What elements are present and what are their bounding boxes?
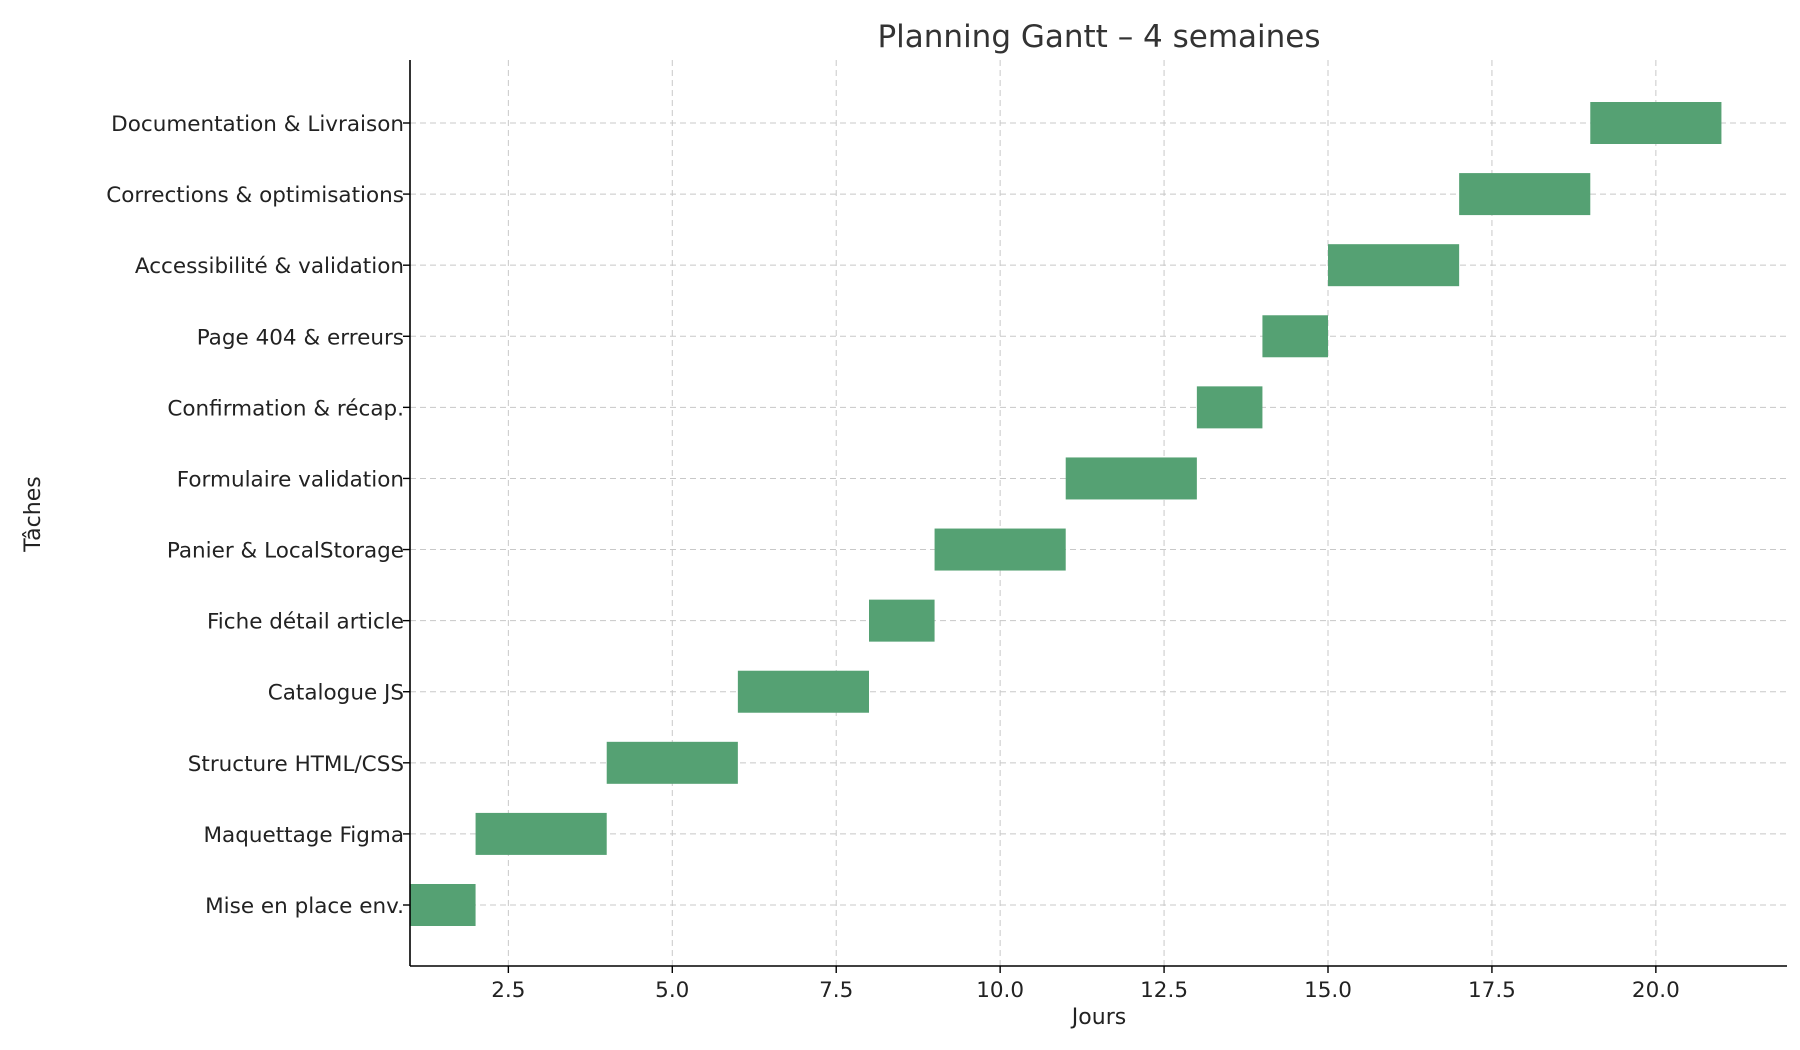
x-tick-label: 15.0 <box>1304 978 1352 1003</box>
task-label: Corrections & optimisations <box>106 183 404 208</box>
x-tick-label: 7.5 <box>819 978 853 1003</box>
axes-layer <box>409 60 1787 967</box>
gantt-bar <box>1328 244 1460 287</box>
chart-title: Planning Gantt – 4 semaines <box>877 19 1320 55</box>
bars-layer <box>410 102 1722 926</box>
gantt-bar <box>1459 173 1591 216</box>
x-tick-label: 20.0 <box>1632 978 1680 1003</box>
gantt-bar <box>934 528 1066 571</box>
x-tick-label: 5.0 <box>655 978 689 1003</box>
y-axis-label: Tâches <box>21 476 46 552</box>
gantt-bar <box>1590 102 1722 144</box>
task-label: Mise en place env. <box>205 894 404 919</box>
task-label: Accessibilité & validation <box>135 254 404 279</box>
ticks-layer: 2.5 5.0 7.5 10.0 12.5 15.0 17.5 20.0 Mise en pla… <box>106 112 1680 1003</box>
gantt-bar <box>475 812 607 855</box>
x-tick-label: 17.5 <box>1468 978 1516 1003</box>
gantt-bar <box>606 741 738 784</box>
x-tick-label: 2.5 <box>491 978 525 1003</box>
gantt-bar <box>410 884 476 926</box>
task-label: Formulaire validation <box>177 467 404 492</box>
gantt-bar <box>737 670 869 713</box>
task-label: Catalogue JS <box>268 681 404 706</box>
task-label: Confirmation & récap. <box>167 396 404 421</box>
x-axis-label: Jours <box>1070 1005 1126 1030</box>
task-label: Maquettage Figma <box>203 823 404 848</box>
task-label: Page 404 & erreurs <box>197 325 404 350</box>
task-label: Structure HTML/CSS <box>188 752 404 777</box>
gantt-bar <box>869 599 935 642</box>
task-label: Documentation & Livraison <box>111 112 404 137</box>
gantt-bar <box>1262 315 1328 358</box>
x-tick-label: 10.0 <box>976 978 1024 1003</box>
x-tick-label: 12.5 <box>1140 978 1188 1003</box>
gantt-bar <box>1196 386 1263 429</box>
task-label: Panier & LocalStorage <box>167 539 404 564</box>
task-label: Fiche détail article <box>207 610 404 635</box>
gantt-bar <box>1065 457 1197 500</box>
